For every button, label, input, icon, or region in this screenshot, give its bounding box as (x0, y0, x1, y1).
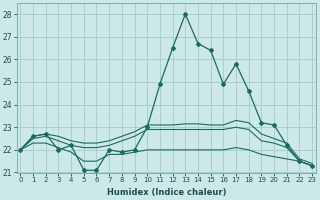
X-axis label: Humidex (Indice chaleur): Humidex (Indice chaleur) (107, 188, 226, 197)
